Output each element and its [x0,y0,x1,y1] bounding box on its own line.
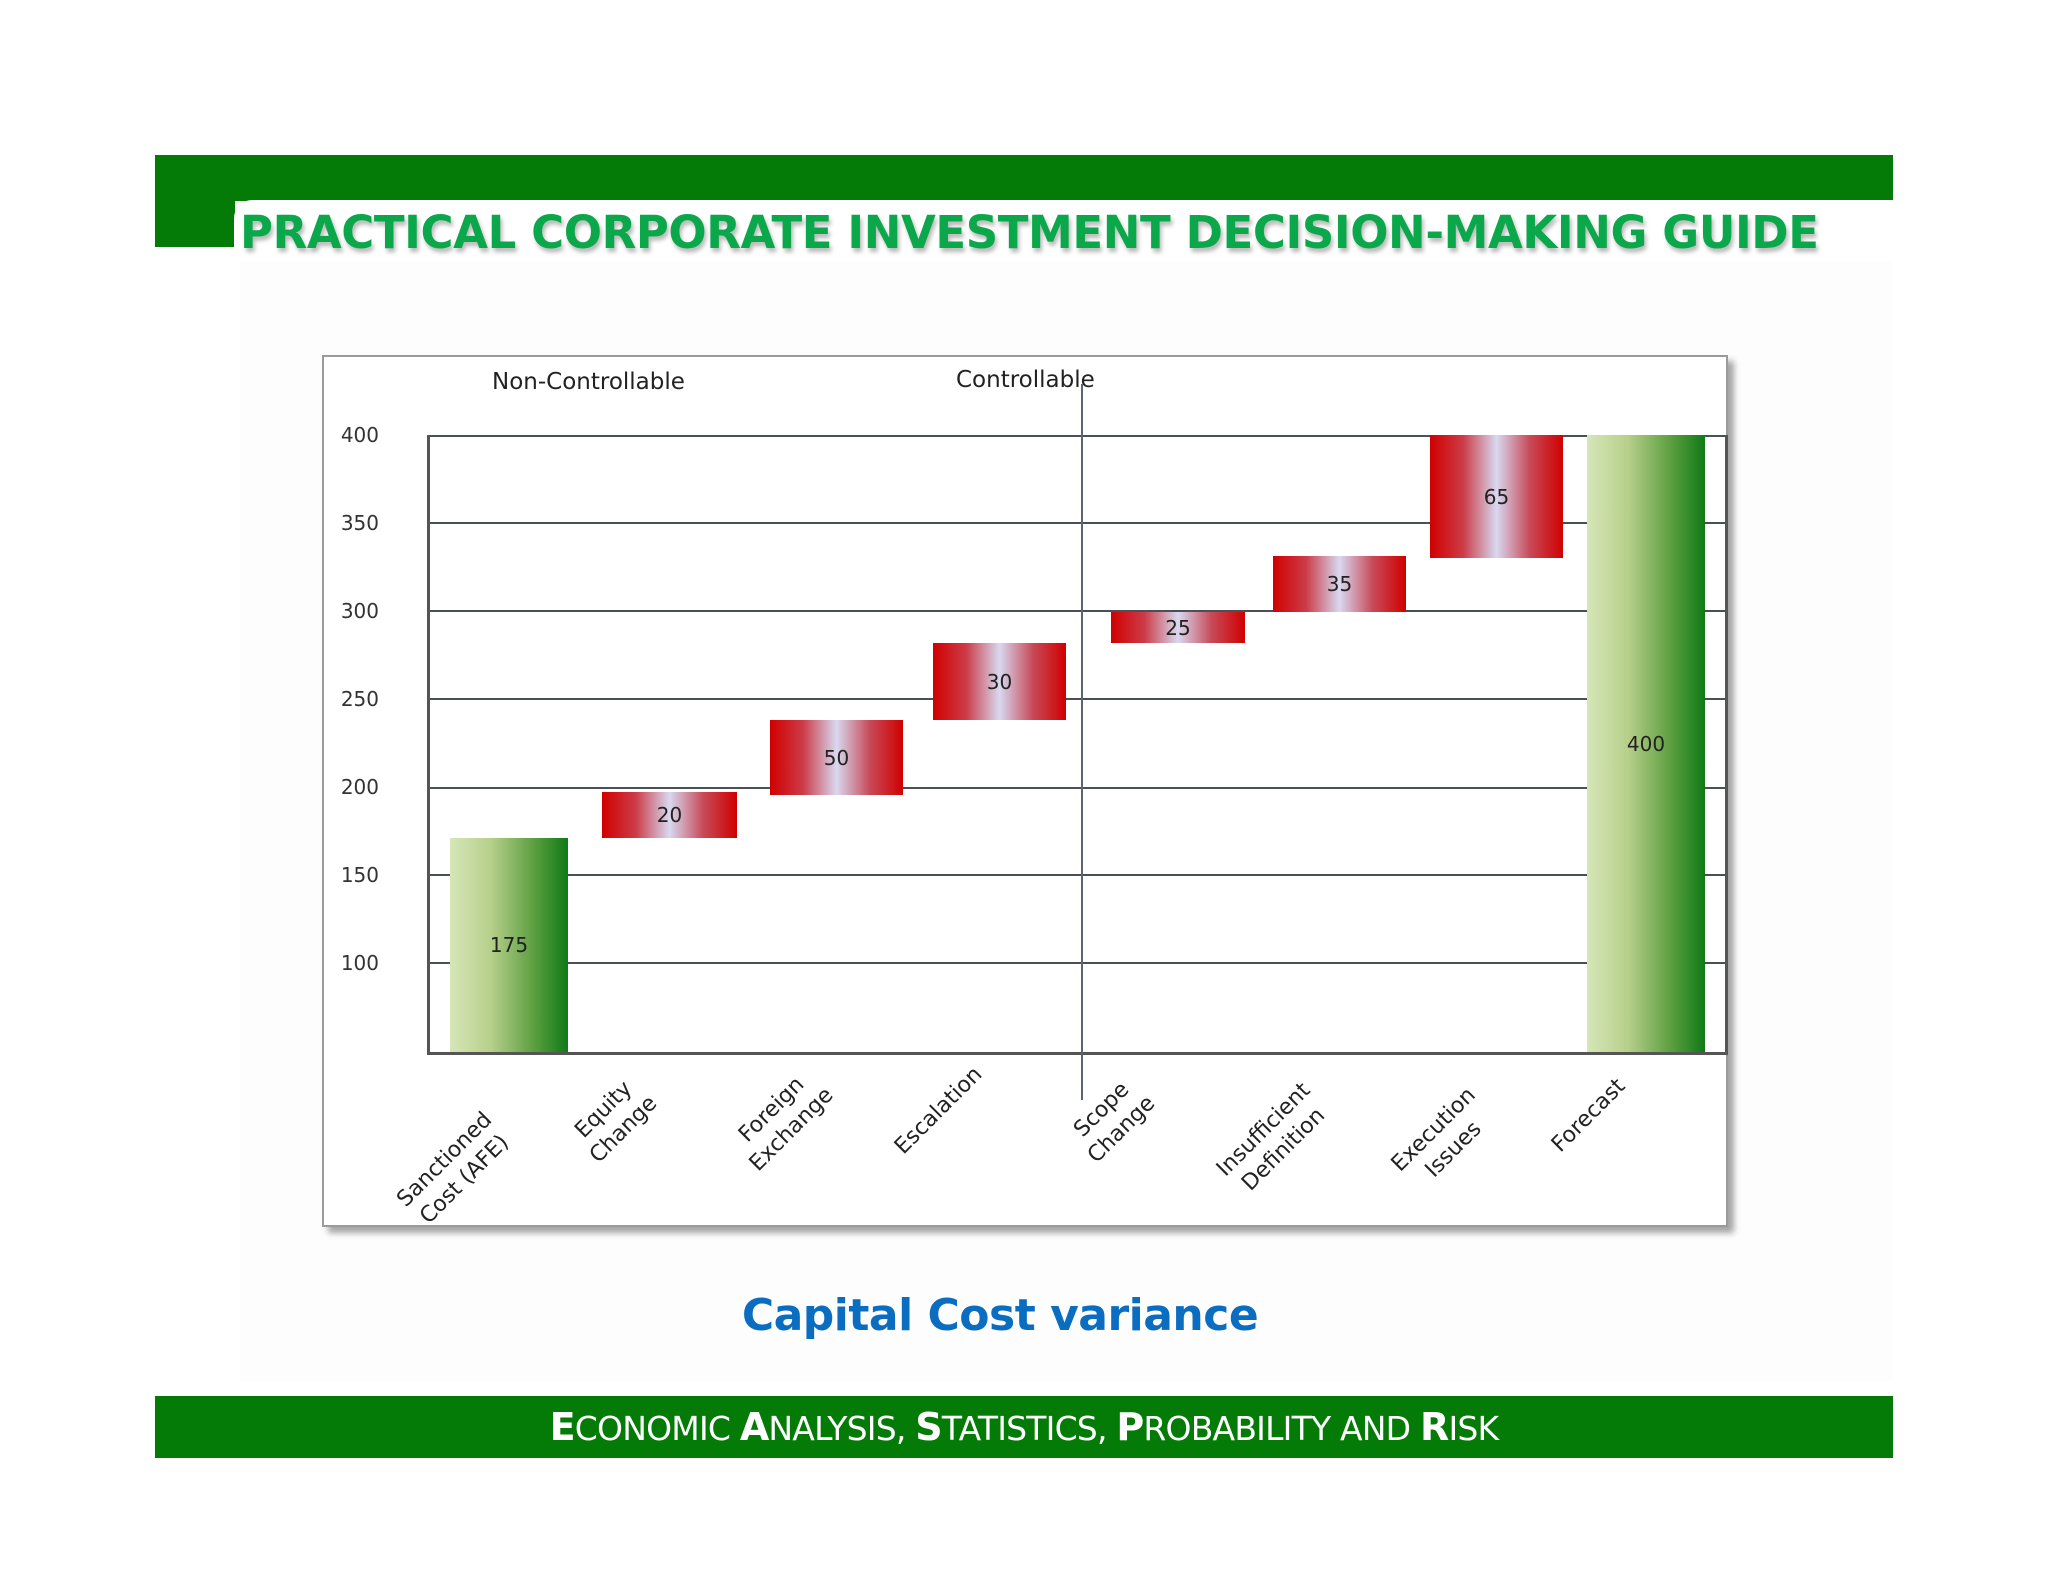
gridline-200 [430,787,1725,789]
section-label-controllable: Controllable [956,367,1095,393]
gridline-100 [430,962,1725,964]
page-title: PRACTICAL CORPORATE INVESTMENT DECISION-… [240,206,1819,259]
bar-sanctioned-cost: 175 [450,838,568,1052]
bar-forecast: 400 [1587,435,1705,1052]
footer-band: ECONOMIC ANALYSIS, STATISTICS, PROBABILI… [155,1396,1893,1458]
bar-scope-change: 25 [1111,612,1245,643]
y-tick-150: 150 [340,863,379,887]
header-notch [234,200,1894,260]
y-tick-200: 200 [340,775,379,799]
bar-equity-change: 20 [602,792,737,838]
gridline-400 [430,435,1725,437]
header-tab [155,155,235,247]
header-band [155,155,1893,201]
section-divider [1081,384,1083,1100]
x-label-insufficient-definition: Insufficient Definition [1211,1077,1331,1197]
y-tick-100: 100 [340,951,379,975]
bar-escalation: 30 [933,643,1066,720]
gridline-300 [430,610,1725,612]
gridline-250 [430,698,1725,700]
x-label-execution-issues: Execution Issues [1386,1082,1487,1183]
x-label-escalation: Escalation [889,1061,988,1160]
x-label-sanctioned-cost: Sanctioned Cost (AFE) [392,1107,514,1229]
y-tick-350: 350 [340,511,379,535]
plot-area: 175 20 50 30 25 35 65 400 [427,435,1728,1055]
x-label-equity-change: Equity Change [570,1076,663,1169]
x-label-forecast: Forecast [1546,1073,1631,1158]
x-label-foreign-exchange: Foreign Exchange [734,1072,839,1177]
footer-text: ECONOMIC ANALYSIS, STATISTICS, PROBABILI… [549,1405,1500,1449]
bar-foreign-exchange: 50 [770,720,903,795]
bar-execution-issues: 65 [1430,435,1563,558]
y-tick-400: 400 [340,423,379,447]
bar-insufficient-definition: 35 [1273,556,1406,612]
y-tick-300: 300 [340,599,379,623]
gridline-350 [430,522,1725,524]
chart-caption: Capital Cost variance [741,1290,1259,1341]
section-label-non-controllable: Non-Controllable [492,369,685,395]
gridline-150 [430,874,1725,876]
x-label-scope-change: Scope Change [1069,1077,1161,1169]
waterfall-chart: Non-Controllable Controllable 400 350 30… [322,355,1728,1229]
y-tick-250: 250 [340,687,379,711]
